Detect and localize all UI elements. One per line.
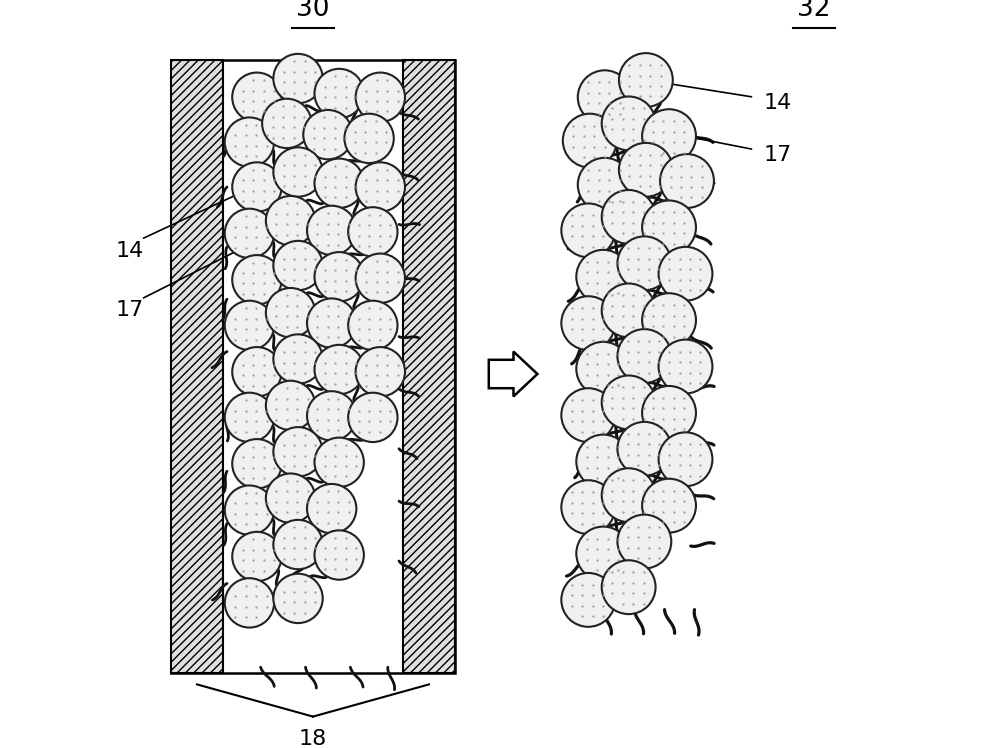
Circle shape bbox=[642, 293, 696, 347]
Circle shape bbox=[266, 473, 315, 523]
Circle shape bbox=[262, 99, 312, 148]
Circle shape bbox=[659, 432, 712, 486]
Circle shape bbox=[576, 435, 630, 488]
Circle shape bbox=[225, 485, 274, 535]
Circle shape bbox=[659, 247, 712, 301]
Circle shape bbox=[314, 69, 364, 118]
Circle shape bbox=[225, 578, 274, 628]
Text: 17: 17 bbox=[116, 301, 144, 320]
Circle shape bbox=[642, 109, 696, 163]
Circle shape bbox=[273, 574, 323, 623]
Circle shape bbox=[348, 301, 398, 350]
Circle shape bbox=[225, 209, 274, 258]
Circle shape bbox=[602, 283, 656, 337]
Circle shape bbox=[273, 241, 323, 290]
Circle shape bbox=[619, 53, 673, 107]
Circle shape bbox=[602, 190, 656, 244]
Circle shape bbox=[602, 375, 656, 429]
Circle shape bbox=[307, 484, 356, 533]
Circle shape bbox=[576, 527, 630, 580]
Circle shape bbox=[356, 254, 405, 303]
Circle shape bbox=[273, 520, 323, 569]
Circle shape bbox=[356, 162, 405, 212]
FancyArrow shape bbox=[489, 352, 537, 396]
Circle shape bbox=[356, 73, 405, 122]
Circle shape bbox=[561, 203, 615, 257]
Bar bbox=[403, 60, 455, 673]
Circle shape bbox=[348, 393, 398, 442]
Text: 14: 14 bbox=[116, 241, 144, 260]
Circle shape bbox=[314, 345, 364, 394]
Circle shape bbox=[617, 515, 671, 568]
Circle shape bbox=[642, 200, 696, 254]
Circle shape bbox=[266, 381, 315, 430]
Circle shape bbox=[348, 207, 398, 257]
Circle shape bbox=[307, 298, 356, 348]
Circle shape bbox=[232, 162, 282, 212]
Circle shape bbox=[561, 480, 615, 534]
Text: 14: 14 bbox=[763, 94, 792, 113]
Circle shape bbox=[576, 342, 630, 396]
Circle shape bbox=[602, 96, 656, 150]
Circle shape bbox=[314, 252, 364, 301]
Circle shape bbox=[619, 143, 673, 197]
Text: 30: 30 bbox=[296, 0, 330, 22]
Circle shape bbox=[307, 391, 356, 441]
Circle shape bbox=[232, 347, 282, 396]
Text: 18: 18 bbox=[299, 729, 327, 748]
Circle shape bbox=[561, 573, 615, 627]
Circle shape bbox=[561, 388, 615, 442]
Circle shape bbox=[273, 147, 323, 197]
Circle shape bbox=[617, 329, 671, 383]
Circle shape bbox=[273, 334, 323, 384]
Circle shape bbox=[602, 560, 656, 614]
Circle shape bbox=[273, 427, 323, 476]
Circle shape bbox=[225, 393, 274, 442]
Circle shape bbox=[266, 288, 315, 337]
Circle shape bbox=[563, 114, 617, 168]
Circle shape bbox=[314, 530, 364, 580]
Circle shape bbox=[307, 206, 356, 255]
Circle shape bbox=[314, 159, 364, 208]
Text: 32: 32 bbox=[797, 0, 831, 22]
Circle shape bbox=[303, 110, 353, 159]
Circle shape bbox=[232, 439, 282, 488]
Circle shape bbox=[225, 117, 274, 167]
Circle shape bbox=[659, 340, 712, 393]
Circle shape bbox=[225, 301, 274, 350]
Bar bbox=[171, 60, 455, 673]
Circle shape bbox=[561, 296, 615, 350]
Circle shape bbox=[617, 422, 671, 476]
Circle shape bbox=[344, 114, 394, 163]
Circle shape bbox=[602, 468, 656, 522]
Circle shape bbox=[232, 532, 282, 581]
Circle shape bbox=[356, 347, 405, 396]
Circle shape bbox=[576, 250, 630, 304]
Circle shape bbox=[578, 70, 632, 124]
Circle shape bbox=[232, 73, 282, 122]
Circle shape bbox=[314, 438, 364, 487]
Bar bbox=[171, 60, 223, 673]
Circle shape bbox=[617, 236, 671, 290]
Circle shape bbox=[642, 479, 696, 533]
Circle shape bbox=[273, 54, 323, 103]
Circle shape bbox=[232, 255, 282, 304]
Circle shape bbox=[660, 154, 714, 208]
Circle shape bbox=[266, 196, 315, 245]
Text: 17: 17 bbox=[763, 145, 792, 165]
Circle shape bbox=[578, 158, 632, 212]
Circle shape bbox=[642, 386, 696, 440]
